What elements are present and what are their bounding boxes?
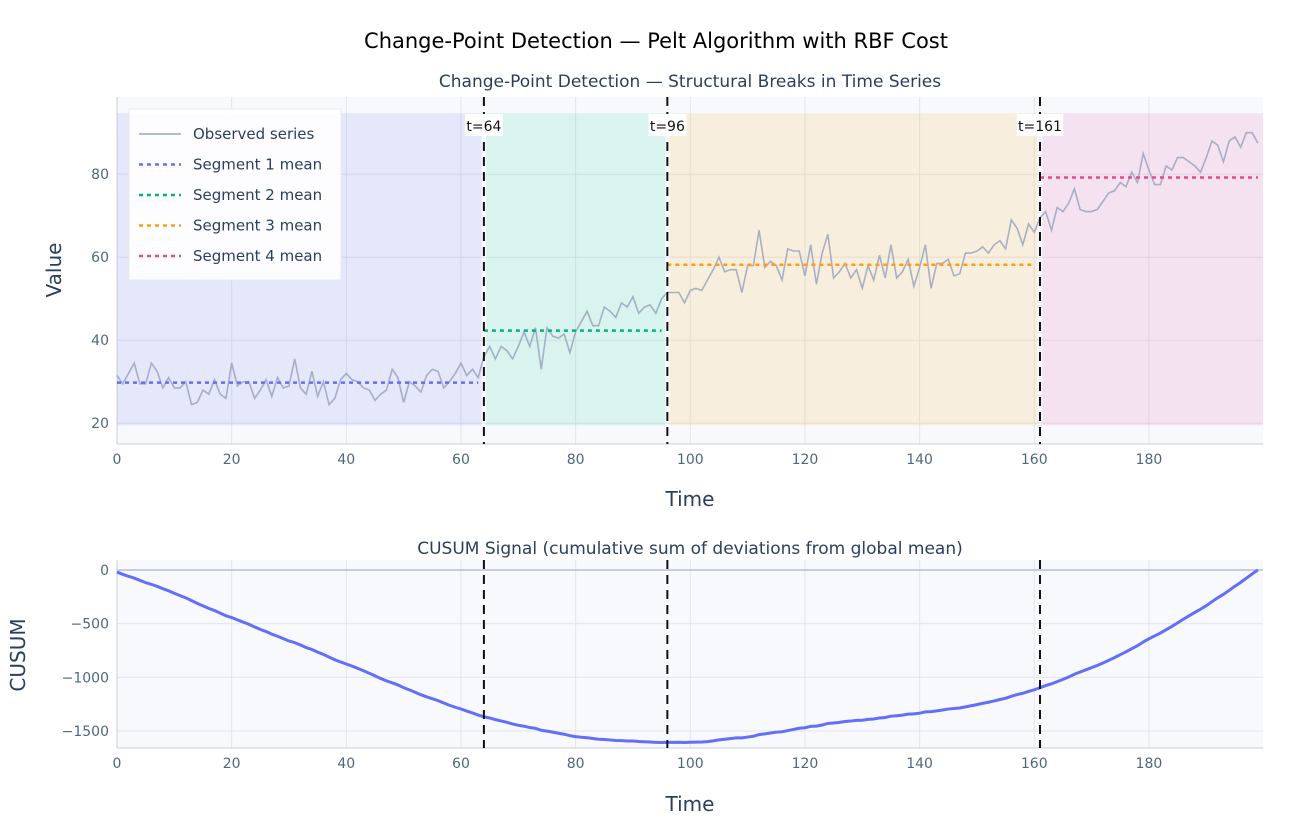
- x-tick-label: 160: [1021, 756, 1048, 772]
- legend-item: Segment 2 mean: [193, 186, 322, 204]
- x-tick-label: 180: [1136, 756, 1163, 772]
- bottom-x-axis-label: Time: [665, 792, 715, 816]
- top-chart-title: Change-Point Detection — Structural Brea…: [439, 72, 941, 92]
- x-tick-label: 120: [792, 452, 819, 468]
- x-tick-label: 180: [1136, 452, 1163, 468]
- x-tick-label: 20: [223, 756, 241, 772]
- bottom-y-axis-label: CUSUM: [6, 618, 30, 691]
- annotation-background: [648, 114, 687, 136]
- y-tick-label: −1500: [62, 724, 109, 740]
- top-y-axis-label: Value: [42, 243, 66, 298]
- x-tick-label: 80: [567, 756, 585, 772]
- y-tick-label: −1000: [62, 670, 109, 686]
- x-tick-label: 40: [337, 452, 355, 468]
- y-tick-label: 40: [91, 333, 109, 349]
- top-x-axis-label: Time: [665, 487, 715, 511]
- x-tick-label: 120: [792, 756, 819, 772]
- y-tick-label: 0: [100, 563, 109, 579]
- segment-shade-3: [669, 113, 1038, 426]
- x-tick-label: 100: [677, 756, 704, 772]
- x-tick-label: 0: [113, 452, 122, 468]
- legend-item: Segment 1 mean: [193, 156, 322, 174]
- bottom-plot: 0 20 40 60 80 100 120 140 160 180 0 −500 −1000 −1500: [62, 560, 1263, 772]
- observed-series-line: [116, 131, 1259, 407]
- x-tick-label: 20: [223, 452, 241, 468]
- bottom-chart-title: CUSUM Signal (cumulative sum of deviatio…: [417, 539, 963, 559]
- change-point-annotation: t=96: [650, 119, 685, 135]
- change-point-annotation: t=64: [466, 119, 501, 135]
- x-tick-label: 100: [677, 452, 704, 468]
- x-tick-label: 60: [452, 452, 470, 468]
- legend-item: Segment 3 mean: [193, 217, 322, 235]
- cusum-line: [116, 568, 1259, 745]
- x-tick-label: 0: [113, 756, 122, 772]
- legend: Observed series Segment 1 mean Segment 2 m…: [128, 108, 342, 281]
- segment-shade-4: [1042, 113, 1263, 426]
- y-tick-label: 60: [91, 250, 109, 266]
- x-tick-label: 40: [337, 756, 355, 772]
- y-tick-label: 80: [91, 167, 109, 183]
- legend-item: Segment 4 mean: [193, 247, 322, 265]
- segment-shade-2: [486, 113, 666, 426]
- x-tick-label: 140: [906, 452, 933, 468]
- legend-item: Observed series: [193, 125, 315, 143]
- x-tick-label: 160: [1021, 452, 1048, 468]
- y-tick-label: 20: [91, 416, 109, 432]
- y-tick-label: −500: [71, 617, 109, 633]
- annotation-background: [1016, 114, 1064, 136]
- change-point-annotation: t=161: [1018, 119, 1062, 135]
- x-tick-label: 60: [452, 756, 470, 772]
- annotation-background: [464, 114, 503, 136]
- x-tick-label: 80: [567, 452, 585, 468]
- x-tick-label: 140: [906, 756, 933, 772]
- figure-title: Change-Point Detection — Pelt Algorithm …: [364, 29, 948, 53]
